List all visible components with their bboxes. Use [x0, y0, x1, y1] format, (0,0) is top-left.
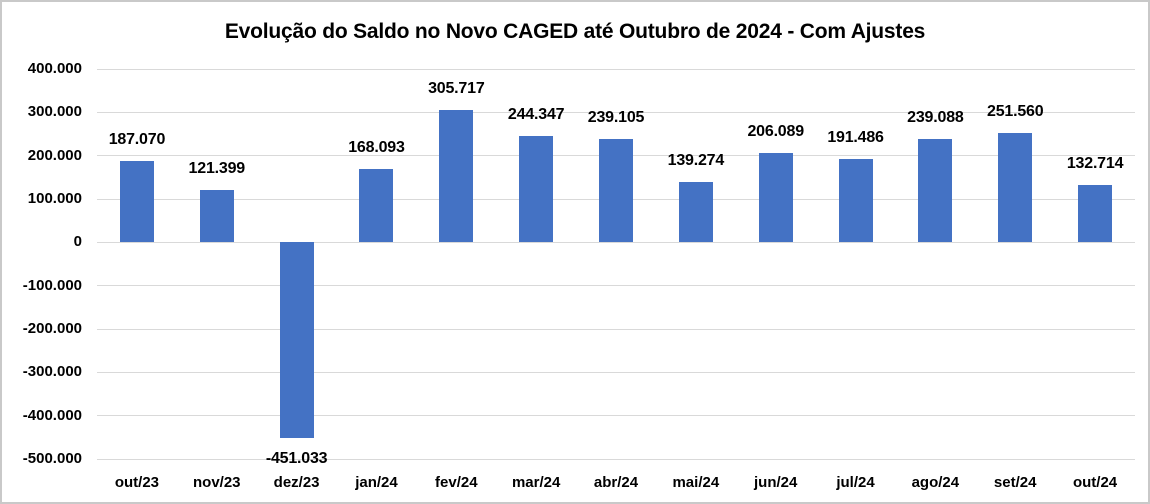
y-axis-tick-label: 300.000 — [27, 103, 82, 121]
bar-jun-24 — [758, 153, 793, 243]
x-axis-category-label: nov/23 — [193, 474, 241, 491]
bar-nov-23 — [199, 189, 234, 243]
bar-value-label: 168.093 — [348, 139, 405, 157]
x-axis-category-label: mai/24 — [672, 474, 720, 491]
bar-out-24 — [1078, 184, 1113, 243]
bar-value-label: 206.089 — [747, 123, 804, 141]
x-axis-category-label: abr/24 — [593, 474, 639, 491]
bar-value-label: 239.105 — [587, 108, 645, 126]
x-axis-category-label: jun/24 — [753, 474, 798, 491]
bar-mar-24 — [519, 136, 554, 243]
gridline — [97, 415, 1135, 417]
x-axis-category-label: jan/24 — [355, 474, 398, 491]
y-axis-tick-label: 200.000 — [27, 146, 82, 164]
bar-value-label: 251.560 — [987, 103, 1044, 121]
plot-area: 187.070 121.399 -451.033 168.093 305.717 244.… — [97, 68, 1135, 467]
gridline — [97, 458, 1135, 460]
x-axis-category-label: fev/24 — [435, 474, 478, 491]
bar-value-label: -451.033 — [265, 449, 328, 467]
bar-mai-24 — [678, 181, 713, 243]
y-axis-tick-label: -100.000 — [22, 276, 82, 294]
gridline — [97, 371, 1135, 373]
chart-title: Evolução do Saldo no Novo CAGED até Outu… — [224, 20, 926, 43]
x-axis-category-label: out/24 — [1072, 474, 1118, 491]
bar-value-label: 132.714 — [1066, 154, 1124, 172]
y-axis-tick-label: -500.000 — [22, 450, 82, 467]
y-axis-tick-label: 0 — [73, 233, 82, 251]
y-axis-tick-label: -400.000 — [22, 406, 82, 424]
y-axis-tick-label: 400.000 — [27, 60, 82, 77]
y-axis-tick-label: -200.000 — [22, 320, 82, 337]
bar-dez-23 — [279, 242, 314, 438]
y-axis: 400.000 300.000 200.000 100.000 0 -100.000 -20… — [2, 60, 82, 467]
x-axis-category-label: set/24 — [993, 474, 1037, 491]
gridline — [97, 328, 1135, 330]
bar-ago-24 — [918, 138, 953, 243]
gridline — [97, 241, 1135, 243]
bar-value-label: 239.088 — [907, 108, 964, 126]
bar-value-label: 191.486 — [827, 129, 884, 147]
gridline — [97, 285, 1135, 287]
bar-jan-24 — [359, 169, 394, 243]
bar-out-23 — [119, 161, 154, 243]
bar-value-label: 139.274 — [667, 151, 725, 169]
bar-value-label: 244.347 — [507, 106, 565, 124]
y-axis-tick-label: -300.000 — [22, 363, 82, 381]
bar-value-label: 121.399 — [188, 159, 246, 177]
bar-jul-24 — [838, 159, 873, 243]
x-axis-category-label: ago/24 — [911, 474, 960, 491]
x-axis-category-label: jul/24 — [836, 474, 875, 491]
bar-fev-24 — [439, 109, 474, 243]
bar-value-label: 305.717 — [428, 79, 485, 97]
x-axis-category-label: dez/23 — [273, 474, 320, 491]
bar-set-24 — [998, 133, 1033, 243]
x-axis-category-label: out/23 — [114, 474, 160, 491]
gridline — [97, 111, 1135, 113]
gridline — [97, 68, 1135, 70]
bar-abr-24 — [599, 138, 633, 243]
x-axis-category-label: mar/24 — [511, 474, 561, 491]
x-axis: out/23 nov/23 dez/23 jan/24 fev/24 mar/24 abr/… — [97, 472, 1135, 494]
y-axis-tick-label: 100.000 — [27, 190, 82, 207]
bar-value-label: 187.070 — [108, 131, 166, 149]
